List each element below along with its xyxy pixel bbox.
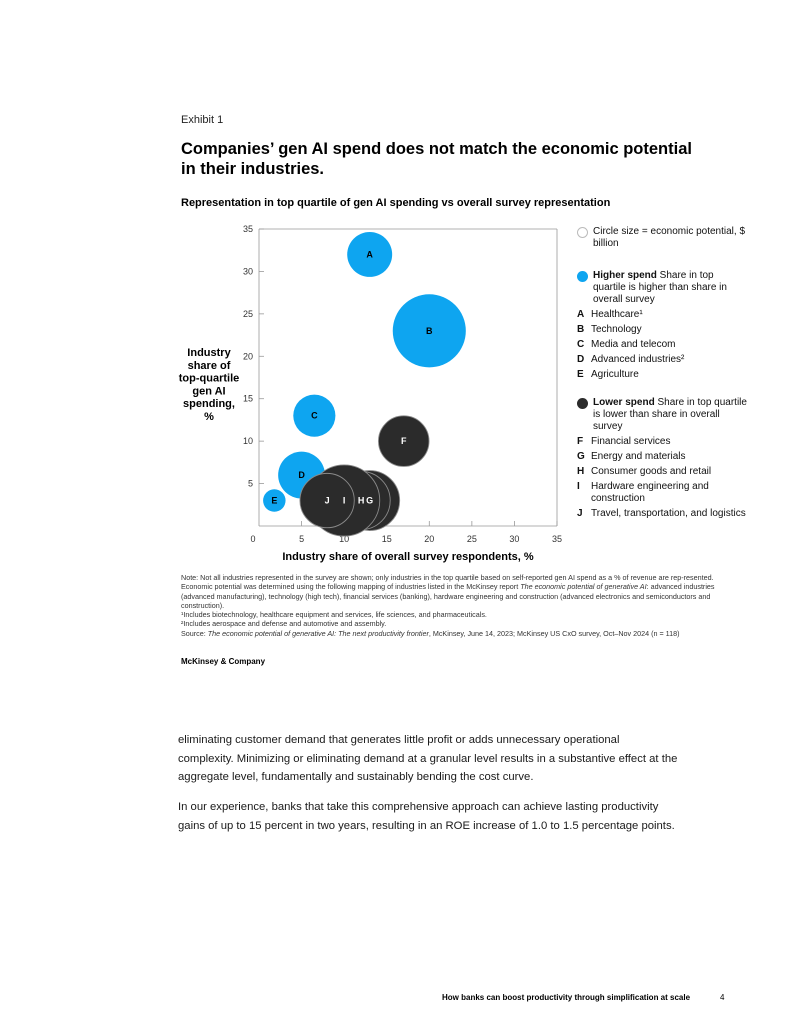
- legend-letter: H: [577, 466, 585, 477]
- y-tick-label: 30: [243, 266, 253, 276]
- bubble-label-e: E: [271, 496, 277, 506]
- x-tick-label: 0: [250, 534, 255, 544]
- exhibit-title: Companies’ gen AI spend does not match t…: [181, 140, 692, 178]
- bubble-label-d: D: [298, 470, 305, 480]
- y-tick-label: 5: [248, 479, 253, 489]
- y-tick-label: 10: [243, 436, 253, 446]
- legend-industry-name: Media and telecom: [591, 339, 676, 350]
- chart-subtitle: Representation in top quartile of gen AI…: [181, 197, 611, 209]
- x-tick-label: 30: [509, 534, 519, 544]
- legend-size-note: Circle size = economic potential, $ bill…: [577, 226, 747, 250]
- legend-letter: D: [577, 354, 585, 365]
- footnote-2: ²Includes aerospace and defense and auto…: [181, 619, 387, 629]
- bubble-label-g: G: [366, 496, 373, 506]
- y-axis-title-line: top-quartile: [179, 373, 240, 385]
- legend-item-a: A Healthcare¹: [577, 309, 747, 321]
- legend-letter: B: [577, 324, 585, 335]
- legend-item-c: C Media and telecom: [577, 339, 747, 351]
- legend-item-f: F Financial services: [577, 436, 747, 448]
- bubble-chart: 5 10 15 20 25 30 35 0 5 10 15 20 25 30 35 Industry shar…: [179, 224, 562, 563]
- legend-industry-name: Advanced industries²: [591, 354, 685, 365]
- legend-item-b: B Technology: [577, 324, 747, 336]
- legend-letter: G: [577, 451, 585, 462]
- bubble-label-f: F: [401, 436, 407, 446]
- legend-industry-name: Consumer goods and retail: [591, 466, 712, 477]
- bubble-label-c: C: [311, 411, 318, 421]
- y-tick-label: 20: [243, 351, 253, 361]
- dark-circle-icon: [577, 398, 588, 409]
- y-tick-label: 35: [243, 224, 253, 234]
- legend-lower-heading: Lower spend Share in top quartile is low…: [577, 397, 747, 433]
- bubble-label-h: H: [358, 496, 365, 506]
- footer-title: How banks can boost productivity through…: [442, 993, 691, 1002]
- legend-letter: A: [577, 309, 585, 320]
- legend-letter: J: [577, 508, 583, 519]
- legend-letter: E: [577, 369, 584, 380]
- x-tick-label: 15: [382, 534, 392, 544]
- legend-industry-name: Hardware engineering and construction: [591, 481, 709, 504]
- legend-industry-name: Financial services: [591, 436, 671, 447]
- legend-higher-items: A Healthcare¹ B Technology C Media and teleco…: [577, 309, 747, 381]
- legend-item-d: D Advanced industries²: [577, 354, 747, 366]
- empty-circle-icon: [577, 227, 588, 238]
- legend-industry-name: Travel, transportation, and logistics: [591, 508, 746, 519]
- legend-item-h: H Consumer goods and retail: [577, 466, 747, 478]
- x-tick-label: 10: [339, 534, 349, 544]
- bubble-j: [299, 472, 355, 529]
- y-axis-title-line: share of: [188, 360, 231, 372]
- chart-legend: Circle size = economic potential, $ bill…: [577, 226, 747, 520]
- chart-notes: Note: Not all industries represented in …: [181, 573, 731, 638]
- bubble-a: [347, 231, 393, 277]
- y-axis-title-line: %: [204, 411, 214, 423]
- legend-item-j: J Travel, transportation, and logistics: [577, 508, 747, 520]
- legend-lower-items: F Financial services G Energy and materials…: [577, 436, 747, 520]
- legend-industry-name: Technology: [591, 324, 642, 335]
- brand-logo: McKinsey & Company: [181, 657, 266, 666]
- y-axis-title-line: Industry: [187, 347, 231, 359]
- exhibit-label: Exhibit 1: [181, 114, 224, 126]
- y-axis-title-line: gen AI: [192, 385, 225, 397]
- bubble-c: [293, 394, 336, 437]
- bubble-label-i: I: [343, 496, 346, 506]
- page-number: 4: [720, 993, 725, 1002]
- legend-industry-name: Agriculture: [591, 369, 639, 380]
- bubble-f: [378, 415, 430, 467]
- x-axis-title: Industry share of overall survey respond…: [282, 551, 533, 563]
- bubble-label-b: B: [426, 326, 433, 336]
- y-axis-title-line: spending,: [183, 398, 235, 410]
- note-text: Note: Not all industries represented in …: [181, 573, 715, 610]
- x-tick-label: 20: [424, 534, 434, 544]
- legend-higher-heading: Higher spend Share in top quartile is hi…: [577, 270, 747, 306]
- body-paragraph-1: eliminating customer demand that generat…: [178, 734, 678, 783]
- legend-letter: I: [577, 481, 580, 492]
- y-tick-label: 15: [243, 394, 253, 404]
- legend-industry-name: Healthcare¹: [591, 309, 643, 320]
- legend-item-e: E Agriculture: [577, 369, 747, 381]
- footnote-1: ¹Includes biotechnology, healthcare equi…: [181, 610, 487, 620]
- x-tick-label: 35: [552, 534, 562, 544]
- legend-letter: C: [577, 339, 585, 350]
- bubble-label-j: J: [325, 496, 330, 506]
- blue-circle-icon: [577, 271, 588, 282]
- legend-industry-name: Energy and materials: [591, 451, 686, 462]
- x-tick-label: 25: [467, 534, 477, 544]
- bubble-label-a: A: [366, 249, 373, 259]
- source-text: Source: The economic potential of genera…: [181, 628, 680, 638]
- legend-item-i: I Hardware engineering and construction: [577, 481, 747, 505]
- bubble-b: [392, 294, 466, 368]
- legend-item-g: G Energy and materials: [577, 451, 747, 463]
- bubble-e: [263, 489, 286, 512]
- body-paragraph-2: In our experience, banks that take this …: [178, 801, 675, 832]
- legend-letter: F: [577, 436, 584, 447]
- x-tick-label: 5: [299, 534, 304, 544]
- y-tick-label: 25: [243, 309, 253, 319]
